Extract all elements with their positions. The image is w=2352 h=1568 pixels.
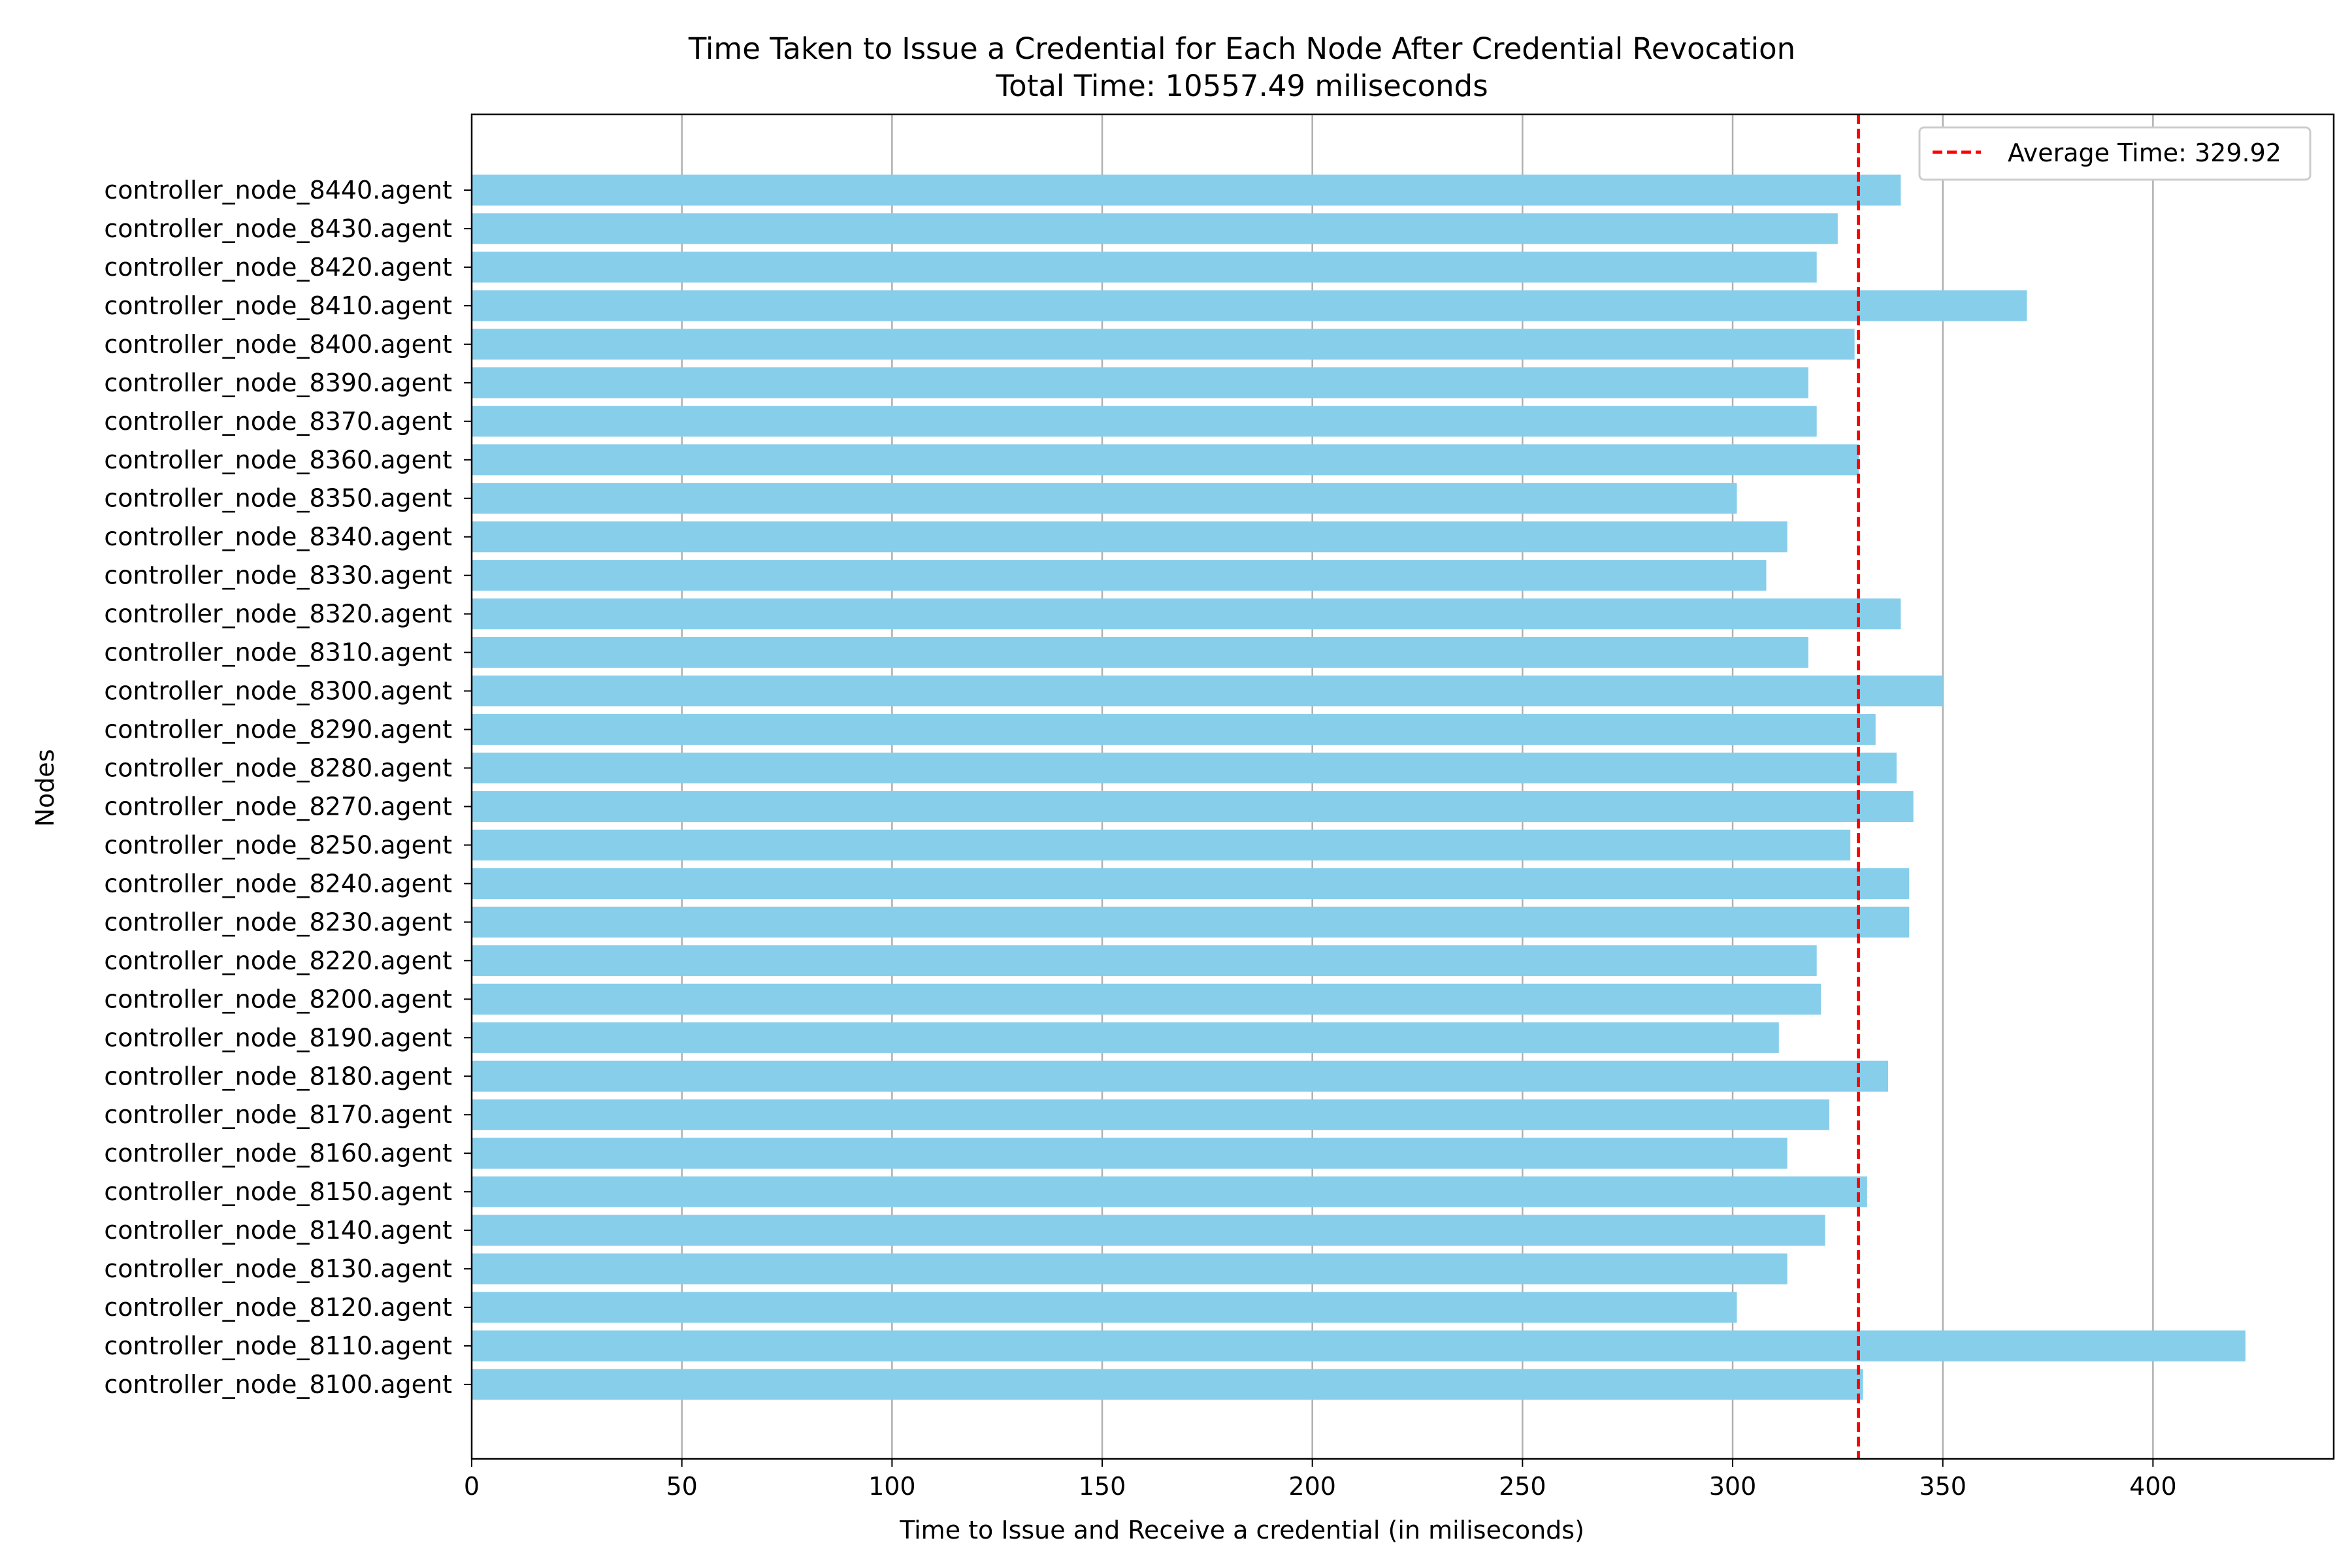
x-tick-label: 250 xyxy=(1499,1472,1546,1501)
bar xyxy=(472,1292,1737,1323)
y-tick-label: controller_node_8340.agent xyxy=(104,523,452,551)
chart-subtitle: Total Time: 10557.49 miliseconds xyxy=(995,69,1488,103)
y-tick-label: controller_node_8130.agent xyxy=(104,1254,452,1283)
legend-box xyxy=(1918,126,2311,181)
bar xyxy=(472,598,1901,630)
y-tick-label: controller_node_8160.agent xyxy=(104,1139,452,1168)
bar xyxy=(472,174,1901,206)
bar xyxy=(472,1060,1889,1092)
y-tick-label: controller_node_8150.agent xyxy=(104,1177,452,1206)
y-tick-label: controller_node_8200.agent xyxy=(104,985,452,1013)
bar xyxy=(472,1369,1863,1400)
x-tick-label: 100 xyxy=(868,1472,916,1501)
bar xyxy=(472,1330,2246,1362)
bar xyxy=(472,675,1943,707)
x-tick-label: 350 xyxy=(1919,1472,1967,1501)
y-tick-label: controller_node_8320.agent xyxy=(104,600,452,629)
y-tick-label: controller_node_8190.agent xyxy=(104,1023,452,1052)
bar xyxy=(472,560,1767,591)
bar xyxy=(472,290,2027,321)
bar xyxy=(472,752,1897,784)
y-tick-label: controller_node_8360.agent xyxy=(104,446,452,474)
y-tick-label: controller_node_8120.agent xyxy=(104,1293,452,1322)
y-tick-label: controller_node_8370.agent xyxy=(104,407,452,436)
y-tick-label: controller_node_8400.agent xyxy=(104,330,452,359)
y-axis-label: Nodes xyxy=(31,749,59,827)
y-tick-label: controller_node_8280.agent xyxy=(104,754,452,783)
plot-frame xyxy=(470,113,2335,1460)
x-axis-ticks: 0 50 100 150 200 250 300 350 400 xyxy=(464,1459,2177,1501)
bar xyxy=(472,1176,1867,1207)
x-tick-label: 300 xyxy=(1709,1472,1757,1501)
bar xyxy=(472,829,1851,861)
y-tick-label: controller_node_8250.agent xyxy=(104,830,452,859)
x-tick-label: 400 xyxy=(2129,1472,2177,1501)
y-tick-label: controller_node_8300.agent xyxy=(104,677,452,706)
y-tick-label: controller_node_8390.agent xyxy=(104,368,452,397)
y-tick-label: controller_node_8350.agent xyxy=(104,484,452,513)
bar xyxy=(472,983,1821,1015)
bar xyxy=(472,906,1910,938)
bar xyxy=(472,637,1808,668)
bar xyxy=(472,252,1817,283)
bar xyxy=(472,713,1876,745)
y-tick-label: controller_node_8430.agent xyxy=(104,214,452,243)
bar xyxy=(472,1137,1788,1169)
bar xyxy=(472,1215,1825,1246)
y-tick-label: controller_node_8140.agent xyxy=(104,1216,452,1245)
y-tick-label: controller_node_8220.agent xyxy=(104,946,452,975)
bar xyxy=(472,213,1838,244)
x-axis-label: Time to Issue and Receive a credential (… xyxy=(899,1516,1584,1544)
y-tick-label: controller_node_8290.agent xyxy=(104,715,452,744)
bar xyxy=(472,868,1910,900)
bar xyxy=(472,945,1817,976)
bar xyxy=(472,329,1855,360)
y-axis-ticks: controller_node_8100.agent controller_nod… xyxy=(104,176,472,1399)
bar xyxy=(472,791,1914,823)
bar xyxy=(472,1099,1829,1130)
bars xyxy=(472,174,2246,1400)
y-tick-label: controller_node_8440.agent xyxy=(104,176,452,204)
x-tick-label: 0 xyxy=(464,1472,480,1501)
y-tick-label: controller_node_8270.agent xyxy=(104,792,452,821)
y-tick-label: controller_node_8330.agent xyxy=(104,561,452,590)
bar xyxy=(472,1253,1788,1284)
x-tick-label: 150 xyxy=(1079,1472,1126,1501)
y-tick-label: controller_node_8110.agent xyxy=(104,1331,452,1360)
bar xyxy=(472,367,1808,399)
y-tick-label: controller_node_8100.agent xyxy=(104,1370,452,1399)
bar xyxy=(472,521,1788,553)
bar xyxy=(472,1022,1779,1053)
y-tick-label: controller_node_8240.agent xyxy=(104,869,452,898)
y-tick-label: controller_node_8410.agent xyxy=(104,291,452,320)
y-tick-label: controller_node_8180.agent xyxy=(104,1062,452,1090)
legend-label: Average Time: 329.92 xyxy=(2008,139,2281,167)
bar xyxy=(472,483,1737,514)
y-tick-label: controller_node_8230.agent xyxy=(104,907,452,936)
y-tick-label: controller_node_8420.agent xyxy=(104,253,452,282)
bar xyxy=(472,444,1859,476)
legend: Average Time: 329.92 xyxy=(1918,126,2311,181)
bar xyxy=(472,406,1817,437)
chart-title: Time Taken to Issue a Credential for Eac… xyxy=(688,31,1795,66)
y-tick-label: controller_node_8310.agent xyxy=(104,638,452,667)
x-tick-label: 50 xyxy=(666,1472,697,1501)
x-tick-label: 200 xyxy=(1288,1472,1336,1501)
y-tick-label: controller_node_8170.agent xyxy=(104,1100,452,1129)
